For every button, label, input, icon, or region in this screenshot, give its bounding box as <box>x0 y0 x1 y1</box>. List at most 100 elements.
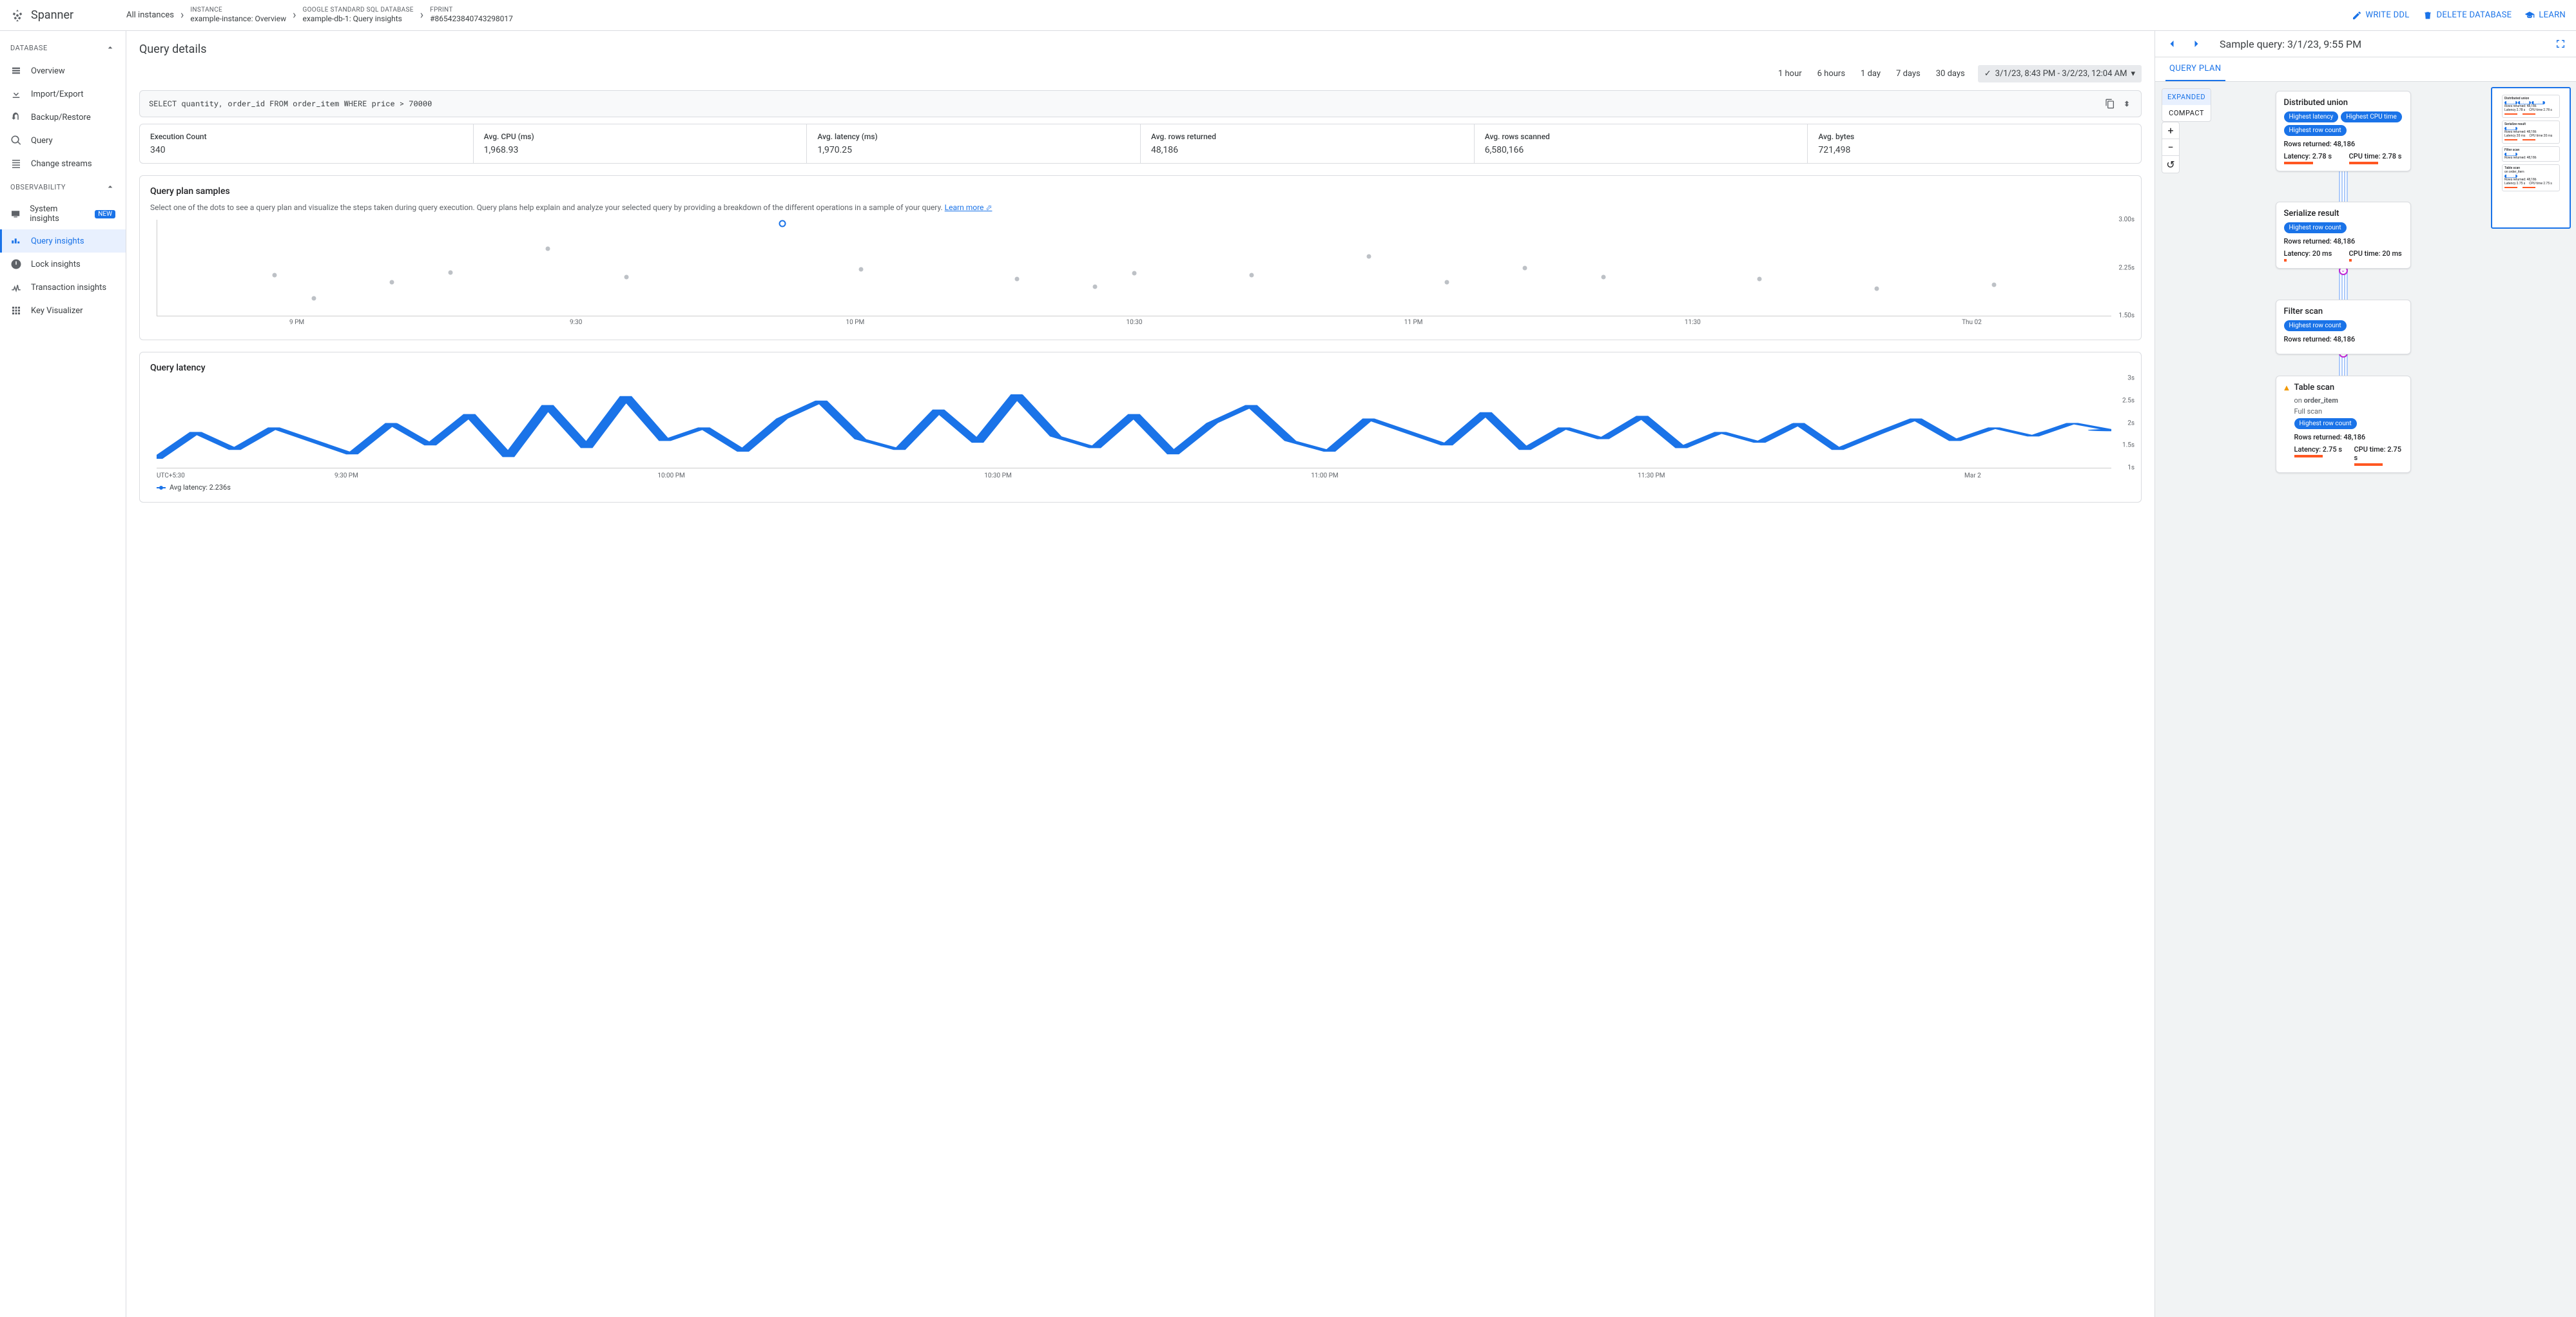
expand-icon[interactable] <box>2122 99 2132 109</box>
y-tick: 1.50s <box>2118 312 2135 320</box>
fullscreen-icon[interactable] <box>2555 39 2566 49</box>
plan-body[interactable]: EXPANDED COMPACT + − ↺ ⌄⌄⌄Distributed un… <box>2155 82 2576 1317</box>
y-tick: 3s <box>2127 375 2135 382</box>
time-range-30-days[interactable]: 30 days <box>1933 65 1968 82</box>
sidebar-item-system-insights[interactable]: System insightsNEW <box>0 198 126 229</box>
main-content: Query details 1 hour6 hours1 day7 days30… <box>126 31 2155 1317</box>
sample-dot[interactable] <box>1875 287 1879 291</box>
plan-node-serialize-result[interactable]: Serialize resultHighest row countRows re… <box>2276 202 2411 269</box>
sidebar-item-icon <box>10 208 21 220</box>
prev-sample-button[interactable] <box>2165 37 2178 50</box>
bc-fprint[interactable]: FPRINT #865423840743298017 <box>430 6 513 24</box>
y-tick: 2s <box>2127 419 2135 427</box>
sidebar-item-icon <box>10 258 22 270</box>
stat-avg-rows-scanned: Avg. rows scanned6,580,166 <box>1475 124 1808 163</box>
sql-query-card: SELECT quantity, order_id FROM order_ite… <box>139 90 2142 117</box>
y-tick: 3.00s <box>2118 216 2135 224</box>
sidebar-item-key-visualizer[interactable]: Key Visualizer <box>0 299 126 322</box>
sample-dot[interactable] <box>311 296 316 301</box>
x-tick: 10:00 PM <box>657 472 684 479</box>
x-tick: 9 PM <box>289 319 304 326</box>
sidebar-item-transaction-insights[interactable]: Transaction insights <box>0 276 126 299</box>
sidebar-item-change-streams[interactable]: Change streams <box>0 152 126 175</box>
bc-all-instances[interactable]: All instances <box>126 10 174 20</box>
brand[interactable]: Spanner <box>10 8 126 23</box>
time-range-7-days[interactable]: 7 days <box>1893 65 1923 82</box>
spanner-icon <box>10 8 24 23</box>
header-actions: WRITE DDL DELETE DATABASE LEARN <box>2352 10 2566 21</box>
learn-button[interactable]: LEARN <box>2524 10 2566 21</box>
plan-canvas[interactable]: ⌄⌄⌄Distributed unionHighest latencyHighe… <box>2200 87 2486 1312</box>
sidebar-item-query-insights[interactable]: Query insights <box>0 229 126 253</box>
y-tick: 1s <box>2127 465 2135 472</box>
y-tick: 1.5s <box>2122 442 2135 449</box>
y-tick: 2.5s <box>2122 397 2135 404</box>
sample-dot[interactable] <box>1601 275 1605 280</box>
sidebar-item-icon <box>10 235 22 247</box>
chevron-right-icon: › <box>293 8 296 22</box>
sample-dot[interactable] <box>389 280 394 284</box>
new-badge: NEW <box>95 210 115 218</box>
sidebar-item-backup-restore[interactable]: Backup/Restore <box>0 106 126 129</box>
sample-dot[interactable] <box>1093 285 1098 289</box>
latency-chart[interactable]: 3s2.5s2s1.5s1s <box>157 378 2111 468</box>
sample-dot[interactable] <box>858 267 863 272</box>
next-sample-button[interactable] <box>2190 37 2203 50</box>
right-header: Sample query: 3/1/23, 9:55 PM <box>2155 31 2576 57</box>
right-tabs: QUERY PLAN <box>2155 57 2576 82</box>
sidebar-item-overview[interactable]: Overview <box>0 59 126 82</box>
learn-more-link[interactable]: Learn more ⬀ <box>945 203 993 212</box>
custom-time-range[interactable]: ✓ 3/1/23, 8:43 PM - 3/2/23, 12:04 AM ▾ <box>1978 65 2142 82</box>
sample-query-title: Sample query: 3/1/23, 9:55 PM <box>2220 38 2546 50</box>
sample-dot[interactable] <box>448 270 452 274</box>
sidebar-section-database[interactable]: DATABASE <box>0 36 126 59</box>
scatter-chart[interactable]: 3.00s2.25s1.50s9 PM9:3010 PM10:3011 PM11… <box>157 220 2111 316</box>
badge: Highest row count <box>2284 125 2347 136</box>
bc-database[interactable]: GOOGLE STANDARD SQL DATABASE example-db-… <box>303 6 414 24</box>
sample-dot[interactable] <box>1366 254 1371 258</box>
latency-legend: Avg latency: 2.236s <box>157 483 2131 492</box>
x-tick: 10:30 PM <box>984 472 1011 479</box>
sidebar-section-observability[interactable]: OBSERVABILITY <box>0 175 126 198</box>
sample-dot[interactable] <box>1523 265 1527 270</box>
plan-node-table-scan[interactable]: ▲Table scanon order_itemFull scanHighest… <box>2276 376 2411 473</box>
bc-instance[interactable]: INSTANCE example-instance: Overview <box>190 6 286 24</box>
sample-dot[interactable] <box>272 273 276 278</box>
tab-query-plan[interactable]: QUERY PLAN <box>2165 57 2225 81</box>
sidebar-item-lock-insights[interactable]: Lock insights <box>0 253 126 276</box>
query-plan-panel: Sample query: 3/1/23, 9:55 PM QUERY PLAN… <box>2155 31 2576 1317</box>
sample-dot[interactable] <box>1445 280 1449 284</box>
chevron-right-icon: › <box>420 8 423 22</box>
time-range-6-hours[interactable]: 6 hours <box>1815 65 1848 82</box>
legend-swatch <box>157 487 166 488</box>
query-plan-samples-panel: Query plan samples Select one of the dot… <box>139 175 2142 340</box>
plan-node-distributed-union[interactable]: Distributed unionHighest latencyHighest … <box>2276 91 2411 171</box>
sample-dot[interactable] <box>779 220 786 227</box>
zoom-out-button[interactable]: − <box>2162 139 2179 156</box>
sidebar-item-icon <box>10 88 22 100</box>
sidebar-item-icon <box>10 282 22 293</box>
write-ddl-button[interactable]: WRITE DDL <box>2352 10 2410 21</box>
timezone-label: UTC+5:30 <box>157 472 185 479</box>
sidebar-item-query[interactable]: Query <box>0 129 126 152</box>
sample-dot[interactable] <box>1992 283 1997 287</box>
sample-dot[interactable] <box>546 246 550 251</box>
sidebar-item-import-export[interactable]: Import/Export <box>0 82 126 106</box>
sql-text: SELECT quantity, order_id FROM order_ite… <box>149 99 2105 109</box>
sample-dot[interactable] <box>1758 277 1762 282</box>
delete-database-button[interactable]: DELETE DATABASE <box>2423 10 2512 21</box>
sample-dot[interactable] <box>1015 277 1020 282</box>
zoom-in-button[interactable]: + <box>2162 122 2179 139</box>
minimap[interactable]: Distributed union███████████████Rows ret… <box>2491 87 2571 229</box>
minimap-node: Serialize result█████Rows returned: 48,1… <box>2502 120 2560 144</box>
plan-node-filter-scan[interactable]: Filter scanHighest row countRows returne… <box>2276 300 2411 354</box>
time-range-1-hour[interactable]: 1 hour <box>1776 65 1805 82</box>
chevron-up-icon <box>105 182 115 192</box>
zoom-reset-button[interactable]: ↺ <box>2162 156 2179 173</box>
x-tick: 10 PM <box>846 319 864 326</box>
copy-icon[interactable] <box>2105 99 2115 109</box>
sample-dot[interactable] <box>1249 273 1254 278</box>
sample-dot[interactable] <box>1132 271 1137 276</box>
sample-dot[interactable] <box>624 275 628 280</box>
time-range-1-day[interactable]: 1 day <box>1858 65 1883 82</box>
